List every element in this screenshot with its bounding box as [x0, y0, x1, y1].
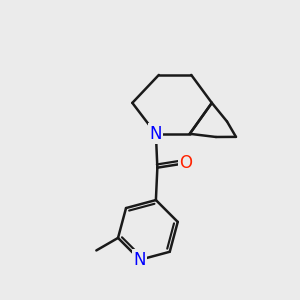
Text: N: N — [150, 125, 162, 143]
Text: N: N — [134, 251, 146, 269]
Text: O: O — [179, 154, 192, 172]
